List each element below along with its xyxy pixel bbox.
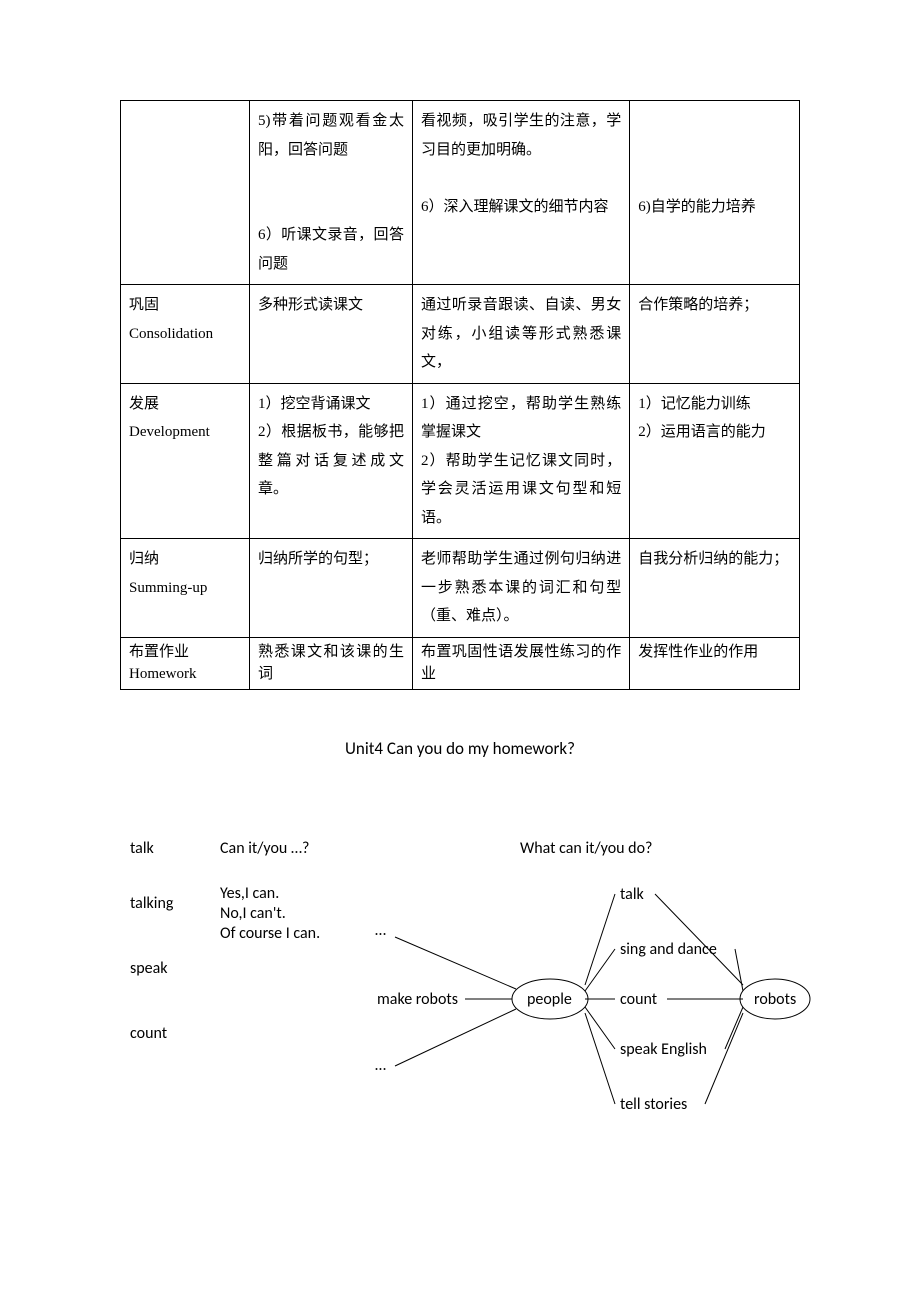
table-cell: 看视频，吸引学生的注意，学习目的更加明确。6）深入理解课文的细节内容 [412,101,629,285]
table-cell: 合作策略的培养； [630,285,800,384]
table-cell: 1）挖空背诵课文2）根据板书，能够把整篇对话复述成文章。 [250,383,413,539]
table-cell: 多种形式读课文 [250,285,413,384]
lesson-plan-table: 5)带着问题观看金太阳，回答问题6）听课文录音，回答问题看视频，吸引学生的注意，… [120,100,800,690]
table-row: 布置作业Homework熟悉课文和该课的生词布置巩固性语发展性练习的作业发挥性作… [121,637,800,689]
table-cell: 通过听录音跟读、自读、男女对练，小组读等形式熟悉课文， [412,285,629,384]
table-cell: 自我分析归纳的能力； [630,539,800,638]
table-row: 5)带着问题观看金太阳，回答问题6）听课文录音，回答问题看视频，吸引学生的注意，… [121,101,800,285]
table-cell: 布置作业Homework [121,637,250,689]
concept-diagram: talk talking speak count Can it/you …? Y… [120,799,800,1139]
table-cell: 1）记忆能力训练2）运用语言的能力 [630,383,800,539]
table-row: 归纳Summing-up归纳所学的句型；老师帮助学生通过例句归纳进一步熟悉本课的… [121,539,800,638]
table-cell: 5)带着问题观看金太阳，回答问题6）听课文录音，回答问题 [250,101,413,285]
table-cell: 归纳所学的句型； [250,539,413,638]
table-cell: 1）通过挖空，帮助学生熟练掌握课文2）帮助学生记忆课文同时，学会灵活运用课文句型… [412,383,629,539]
unit-title: Unit4 Can you do my homework? [120,738,800,759]
table-cell: 老师帮助学生通过例句归纳进一步熟悉本课的词汇和句型（重、难点）。 [412,539,629,638]
table-row: 发展Development1）挖空背诵课文2）根据板书，能够把整篇对话复述成文章… [121,383,800,539]
table-cell: 归纳Summing-up [121,539,250,638]
table-row: 巩固Consolidation多种形式读课文通过听录音跟读、自读、男女对练，小组… [121,285,800,384]
table-cell: 巩固Consolidation [121,285,250,384]
table-cell: 发展Development [121,383,250,539]
table-cell: 布置巩固性语发展性练习的作业 [412,637,629,689]
table-cell: 6)自学的能力培养 [630,101,800,285]
table-cell: 发挥性作业的作用 [630,637,800,689]
table-cell [121,101,250,285]
table-cell: 熟悉课文和该课的生词 [250,637,413,689]
diagram-svg [120,799,800,1139]
